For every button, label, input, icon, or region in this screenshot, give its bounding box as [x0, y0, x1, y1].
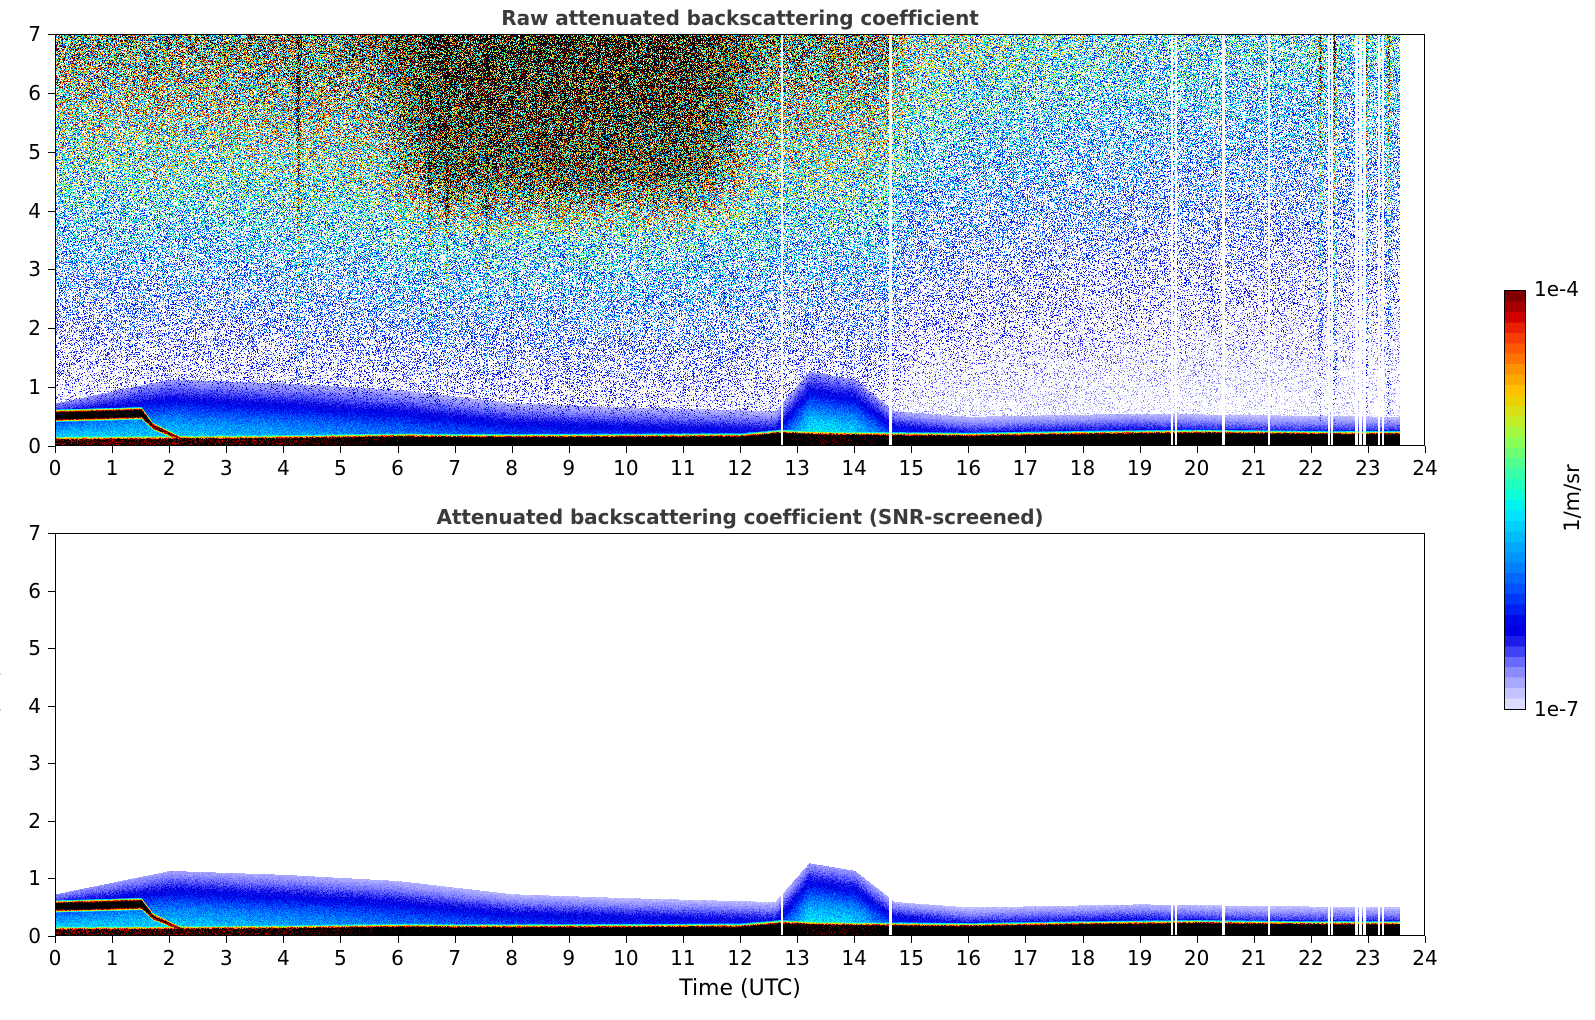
colorbar-min-label: 1e-7	[1534, 697, 1579, 721]
colorbar-max-label: 1e-4	[1534, 277, 1579, 301]
colorbar-unit-label: 1/m/sr	[1560, 464, 1584, 532]
colorbar-canvas	[1505, 291, 1525, 709]
colorbar-gradient	[1504, 290, 1526, 710]
